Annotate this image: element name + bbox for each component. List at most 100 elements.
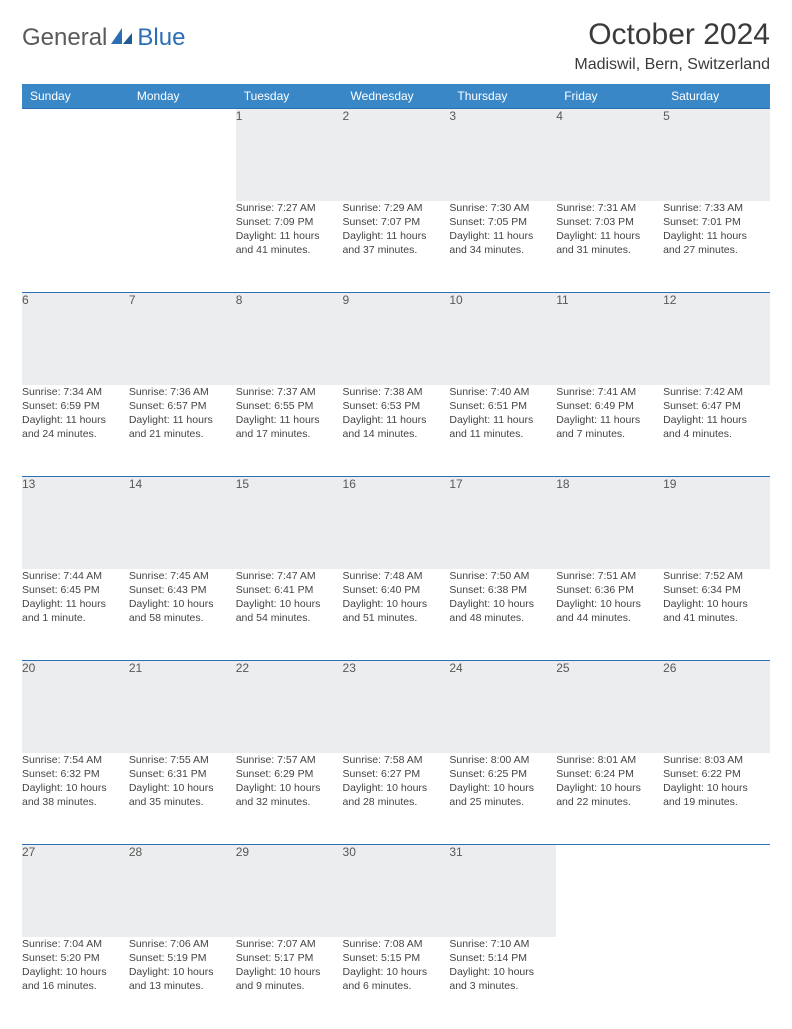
day-info-cell: Sunrise: 8:03 AMSunset: 6:22 PMDaylight:… [663, 753, 770, 845]
day-info-cell [556, 937, 663, 1029]
sunset-line: Sunset: 7:05 PM [449, 215, 556, 229]
sunrise-line: Sunrise: 7:07 AM [236, 937, 343, 951]
day-number-cell: 5 [663, 109, 770, 201]
day-number-cell: 14 [129, 477, 236, 569]
day-info-cell: Sunrise: 7:54 AMSunset: 6:32 PMDaylight:… [22, 753, 129, 845]
daylight-line: and 38 minutes. [22, 795, 129, 809]
info-row: Sunrise: 7:04 AMSunset: 5:20 PMDaylight:… [22, 937, 770, 1029]
daylight-line: Daylight: 11 hours [449, 229, 556, 243]
daylight-line: and 27 minutes. [663, 243, 770, 257]
daylight-line: Daylight: 10 hours [129, 781, 236, 795]
sunrise-line: Sunrise: 7:10 AM [449, 937, 556, 951]
sunset-line: Sunset: 6:32 PM [22, 767, 129, 781]
daylight-line: and 41 minutes. [663, 611, 770, 625]
sunrise-line: Sunrise: 7:51 AM [556, 569, 663, 583]
daylight-line: and 48 minutes. [449, 611, 556, 625]
sunrise-line: Sunrise: 8:00 AM [449, 753, 556, 767]
sunrise-line: Sunrise: 7:30 AM [449, 201, 556, 215]
daylight-line: Daylight: 10 hours [236, 965, 343, 979]
sunset-line: Sunset: 6:45 PM [22, 583, 129, 597]
sunset-line: Sunset: 6:47 PM [663, 399, 770, 413]
sunset-line: Sunset: 6:22 PM [663, 767, 770, 781]
sunset-line: Sunset: 5:20 PM [22, 951, 129, 965]
day-info-cell [663, 937, 770, 1029]
day-number-cell: 3 [449, 109, 556, 201]
daylight-line: Daylight: 11 hours [236, 229, 343, 243]
calendar-table: Sunday Monday Tuesday Wednesday Thursday… [22, 84, 770, 1029]
day-number-cell: 11 [556, 293, 663, 385]
day-number-cell: 31 [449, 845, 556, 937]
day-info-cell: Sunrise: 7:44 AMSunset: 6:45 PMDaylight:… [22, 569, 129, 661]
daylight-line: and 25 minutes. [449, 795, 556, 809]
day-info-cell [129, 201, 236, 293]
daynum-row: 20212223242526 [22, 661, 770, 753]
daylight-line: and 7 minutes. [556, 427, 663, 441]
day-info-cell: Sunrise: 7:52 AMSunset: 6:34 PMDaylight:… [663, 569, 770, 661]
sunrise-line: Sunrise: 8:01 AM [556, 753, 663, 767]
daylight-line: and 58 minutes. [129, 611, 236, 625]
daylight-line: and 32 minutes. [236, 795, 343, 809]
daynum-row: 6789101112 [22, 293, 770, 385]
daylight-line: and 4 minutes. [663, 427, 770, 441]
sunset-line: Sunset: 5:14 PM [449, 951, 556, 965]
sunset-line: Sunset: 6:31 PM [129, 767, 236, 781]
day-info-cell: Sunrise: 7:51 AMSunset: 6:36 PMDaylight:… [556, 569, 663, 661]
day-info-cell: Sunrise: 7:55 AMSunset: 6:31 PMDaylight:… [129, 753, 236, 845]
sunrise-line: Sunrise: 7:45 AM [129, 569, 236, 583]
sunrise-line: Sunrise: 7:54 AM [22, 753, 129, 767]
day-info-cell: Sunrise: 7:08 AMSunset: 5:15 PMDaylight:… [343, 937, 450, 1029]
sunset-line: Sunset: 5:15 PM [343, 951, 450, 965]
sunset-line: Sunset: 6:38 PM [449, 583, 556, 597]
day-info-cell: Sunrise: 8:01 AMSunset: 6:24 PMDaylight:… [556, 753, 663, 845]
sunset-line: Sunset: 5:17 PM [236, 951, 343, 965]
daylight-line: Daylight: 10 hours [663, 597, 770, 611]
weekday-header: Thursday [449, 84, 556, 109]
day-number-cell: 26 [663, 661, 770, 753]
weekday-header: Tuesday [236, 84, 343, 109]
sunset-line: Sunset: 5:19 PM [129, 951, 236, 965]
day-info-cell: Sunrise: 7:34 AMSunset: 6:59 PMDaylight:… [22, 385, 129, 477]
sunset-line: Sunset: 6:57 PM [129, 399, 236, 413]
daylight-line: Daylight: 10 hours [449, 597, 556, 611]
day-info-cell: Sunrise: 7:40 AMSunset: 6:51 PMDaylight:… [449, 385, 556, 477]
info-row: Sunrise: 7:44 AMSunset: 6:45 PMDaylight:… [22, 569, 770, 661]
sunrise-line: Sunrise: 7:58 AM [343, 753, 450, 767]
day-info-cell: Sunrise: 7:48 AMSunset: 6:40 PMDaylight:… [343, 569, 450, 661]
daylight-line: Daylight: 10 hours [556, 597, 663, 611]
sunrise-line: Sunrise: 7:06 AM [129, 937, 236, 951]
day-number-cell: 7 [129, 293, 236, 385]
day-number-cell: 30 [343, 845, 450, 937]
daylight-line: Daylight: 10 hours [343, 597, 450, 611]
day-info-cell: Sunrise: 7:57 AMSunset: 6:29 PMDaylight:… [236, 753, 343, 845]
daylight-line: Daylight: 11 hours [22, 597, 129, 611]
sunrise-line: Sunrise: 7:47 AM [236, 569, 343, 583]
daylight-line: and 19 minutes. [663, 795, 770, 809]
sail-icon [111, 25, 133, 53]
sunset-line: Sunset: 6:29 PM [236, 767, 343, 781]
sunrise-line: Sunrise: 7:44 AM [22, 569, 129, 583]
daylight-line: and 28 minutes. [343, 795, 450, 809]
day-info-cell: Sunrise: 7:37 AMSunset: 6:55 PMDaylight:… [236, 385, 343, 477]
sunrise-line: Sunrise: 7:31 AM [556, 201, 663, 215]
sunrise-line: Sunrise: 8:03 AM [663, 753, 770, 767]
sunrise-line: Sunrise: 7:33 AM [663, 201, 770, 215]
day-number-cell: 21 [129, 661, 236, 753]
info-row: Sunrise: 7:54 AMSunset: 6:32 PMDaylight:… [22, 753, 770, 845]
daylight-line: and 35 minutes. [129, 795, 236, 809]
day-number-cell: 19 [663, 477, 770, 569]
daylight-line: and 14 minutes. [343, 427, 450, 441]
daylight-line: and 24 minutes. [22, 427, 129, 441]
daylight-line: Daylight: 10 hours [236, 781, 343, 795]
day-number-cell [556, 845, 663, 937]
day-info-cell: Sunrise: 7:31 AMSunset: 7:03 PMDaylight:… [556, 201, 663, 293]
daylight-line: Daylight: 11 hours [449, 413, 556, 427]
daylight-line: Daylight: 10 hours [449, 965, 556, 979]
day-info-cell: Sunrise: 7:38 AMSunset: 6:53 PMDaylight:… [343, 385, 450, 477]
page-title: October 2024 [574, 18, 770, 52]
day-number-cell: 25 [556, 661, 663, 753]
daylight-line: Daylight: 11 hours [236, 413, 343, 427]
daylight-line: Daylight: 10 hours [556, 781, 663, 795]
daylight-line: Daylight: 10 hours [129, 597, 236, 611]
weekday-header: Friday [556, 84, 663, 109]
day-number-cell: 29 [236, 845, 343, 937]
